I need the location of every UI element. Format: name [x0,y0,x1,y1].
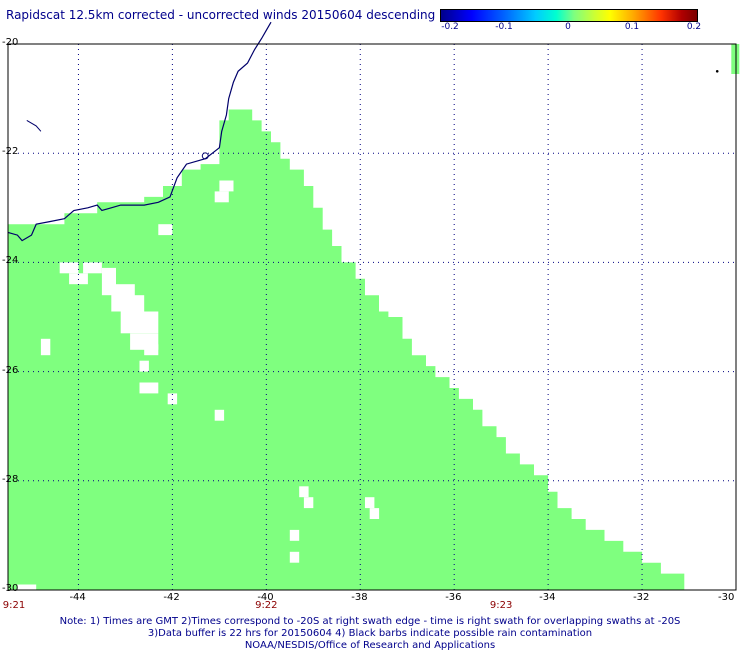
swath-area [8,109,685,590]
coastline-lagoon [201,152,209,160]
swath-gap-11 [139,382,159,394]
swath-gap-6 [120,311,159,334]
lat-tick-label: -24 [2,255,19,267]
swath-gap-20 [369,508,380,519]
lon-tick-label: -40 [257,592,274,603]
map-panel [7,21,740,591]
lat-tick-label: -20 [2,37,19,48]
map-plot [7,21,740,591]
colorbar [440,9,698,22]
time-label: 9:22 [255,600,278,611]
colorbar-tick-label: -0.1 [495,22,513,32]
lon-tick-label: -36 [445,592,462,603]
map-frame [7,43,737,591]
lon-tick-label: -32 [633,592,650,603]
swath-gap-13 [214,409,225,421]
lat-tick-label: -28 [2,473,19,485]
colorbar-tick-label: 0 [565,22,571,32]
swath-gap-1 [69,273,88,285]
time-label: 9:21 [2,600,26,611]
colorbar-tick-label: -0.2 [441,22,459,32]
lat-tick-label: -26 [2,364,19,376]
lon-tick-label: -42 [163,592,180,603]
lon-tick-label: -44 [69,592,86,603]
time-label: 9:23 [489,600,513,611]
lon-tick-label: -34 [539,592,556,603]
page-title: Rapidscat 12.5km corrected - uncorrected… [6,8,436,22]
swath-gap-12 [167,393,178,405]
swath-gap-18 [303,497,314,509]
lon-tick-label: -30 [718,592,735,603]
coastline-bay [26,120,42,132]
colorbar-tick-label: 0.1 [624,22,640,32]
note-line-1: Note: 1) Times are GMT 2)Times correspon… [59,616,681,627]
swath-gap-8 [144,344,159,356]
lat-tick-label: -30 [2,583,19,594]
swath-gap-0 [59,262,79,274]
island-dot [715,70,719,73]
colorbar-tick-label: 0.2 [686,22,702,32]
lat-tick-label: -22 [2,146,19,158]
swath-gap-15 [214,191,229,203]
swath-gap-23 [17,584,37,590]
swath-gap-9 [40,338,51,356]
lon-tick-label: -38 [351,592,368,603]
note-line-3: NOAA/NESDIS/Office of Research and Appli… [244,640,496,651]
note-line-2: 3)Data buffer is 22 hrs for 20150604 4) … [147,628,593,639]
swath-gap-5 [125,295,145,312]
swath-gap-21 [289,529,300,541]
swath-gap-10 [139,360,149,372]
coastline [7,21,272,242]
swath-gap-19 [365,497,375,509]
swath-cell-edge [731,44,740,74]
swath-gap-17 [299,486,309,498]
swath-gap-2 [83,262,102,274]
swath-gap-16 [158,224,173,236]
swath-gap-22 [289,551,300,563]
swath-gap-14 [219,180,234,192]
